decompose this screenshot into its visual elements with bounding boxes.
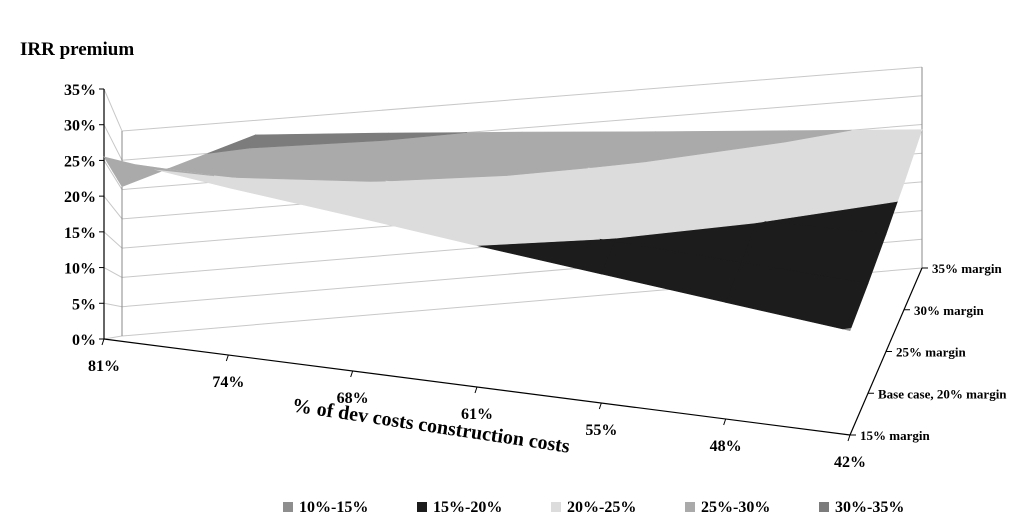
x-tick-label: 81%: [88, 358, 120, 375]
x-tick-mark: [598, 402, 602, 410]
z-tick-label: 10%: [64, 261, 96, 278]
z-tick-label: 5%: [72, 296, 96, 313]
surface-patch: [725, 262, 869, 330]
surface-patch: [755, 220, 765, 224]
legend-label: 10%-15%: [299, 499, 368, 516]
x-tick-label: 61%: [461, 406, 493, 423]
x-axis-label: % of dev costs construction costs: [291, 394, 572, 457]
surface-patch: [103, 156, 215, 177]
legend: 10%-15% 15%-20% 20%-25% 25%-30% 30%-35%: [283, 499, 904, 516]
z-tick-label: 0%: [72, 332, 96, 349]
surface-patch: [505, 163, 588, 176]
x-tick-mark: [847, 434, 851, 442]
depth-tick-label: 30% margin: [914, 303, 984, 318]
depth-axis-ticks: 15% margin Base case, 20% margin 25% margi…: [850, 261, 1007, 443]
z-tick-label: 20%: [64, 189, 96, 206]
x-tick-mark: [474, 386, 478, 394]
depth-tick-label: Base case, 20% margin: [878, 386, 1007, 401]
x-tick-mark: [225, 354, 229, 362]
z-tick-label: 15%: [64, 225, 96, 242]
chart-title: IRR premium: [20, 39, 134, 60]
z-tick-label: 30%: [64, 118, 96, 135]
depth-tick-label: 25% margin: [896, 345, 966, 360]
legend-label: 30%-35%: [835, 499, 904, 516]
legend-swatch: [283, 502, 293, 512]
legend-label: 25%-30%: [701, 499, 770, 516]
z-axis-ticks: 0% 5% 10% 15% 20% 25% 30% 35%: [64, 82, 104, 349]
depth-tick-label: 35% margin: [932, 261, 1002, 276]
surface-patch: [385, 132, 468, 141]
x-tick-label: 68%: [337, 390, 369, 407]
surface-patch: [784, 129, 852, 143]
chart-walls: [103, 66, 923, 340]
surface-patch: [510, 131, 656, 169]
depth-tick-label: 15% margin: [860, 428, 930, 443]
legend-swatch: [819, 502, 829, 512]
x-tick-label: 55%: [585, 422, 617, 439]
x-tick-mark: [101, 338, 105, 346]
z-tick-label: 35%: [64, 82, 96, 99]
x-tick-mark: [350, 370, 354, 378]
legend-label: 15%-20%: [433, 499, 502, 516]
x-tick-label: 74%: [212, 374, 244, 391]
gridline: [103, 66, 923, 132]
x-tick-label: 48%: [710, 438, 742, 455]
x-axis-ticks: 81% 74% 68% 61% 55% 48% 42%: [88, 338, 866, 471]
surface-plot: [103, 129, 923, 332]
x-tick-label: 42%: [834, 454, 866, 471]
legend-swatch: [417, 502, 427, 512]
z-tick-label: 25%: [64, 153, 96, 170]
surface-patch: [369, 179, 386, 182]
surface-patch: [476, 220, 600, 246]
x-tick-mark: [723, 418, 727, 426]
legend-swatch: [685, 502, 695, 512]
legend-swatch: [551, 502, 561, 512]
legend-label: 20%-25%: [567, 499, 636, 516]
